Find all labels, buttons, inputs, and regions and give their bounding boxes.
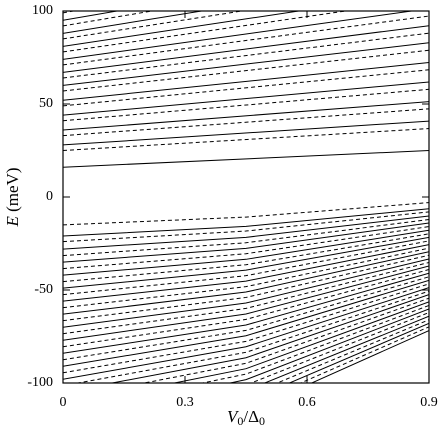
energy-level-line [63,69,429,107]
energy-level-line [63,247,429,309]
energy-level-line [63,32,429,79]
energy-level-line [63,11,303,47]
y-tick-label: 50 [39,96,53,111]
energy-level-line [63,120,429,146]
energy-level-line [63,229,429,276]
energy-level-line [63,11,350,53]
x-axis-label: V0/Δ0 [227,407,265,428]
energy-level-line [63,208,429,237]
energy-level-line [63,11,156,27]
y-axis-label: E (meV) [3,167,22,227]
energy-level-line [200,304,429,383]
energy-level-line [63,215,429,250]
energy-level-line [63,287,429,380]
energy-level-line [63,101,429,131]
plot-lines [63,11,429,383]
y-label-part: E [3,216,22,228]
energy-level-line [63,211,429,243]
y-tick-label: 100 [32,3,53,18]
energy-level-line [63,62,429,101]
y-tick-label: 0 [46,189,53,204]
energy-level-line [63,261,429,335]
x-label-part: 0 [237,414,243,428]
energy-level-line [63,202,429,226]
x-label-part: 0 [259,414,265,428]
energy-level-line [63,265,429,341]
energy-level-line [63,251,429,315]
x-tick-label: 0.9 [420,395,438,410]
energy-level-line [63,283,429,374]
energy-level-line [141,297,429,383]
energy-level-line [63,236,429,289]
energy-level-line [63,219,429,257]
energy-level-line [288,322,429,383]
x-tick-label: 0.6 [298,395,316,410]
energy-level-line [63,254,429,322]
energy-level-line [63,81,429,116]
energy-level-line [63,269,429,348]
energy-level-line [249,312,429,383]
plot-frame [62,10,430,384]
energy-level-line [63,233,429,283]
energy-level-line [63,258,429,328]
energy-level-line [63,272,429,354]
energy-level-line [63,88,429,122]
energy-level-line [63,15,429,66]
energy-level-line [63,49,429,92]
energy-level-line [171,301,429,383]
x-tick-label: 0.3 [176,395,194,410]
energy-level-line [63,128,429,151]
energy-level-line [63,11,120,21]
energy-level-line [63,150,429,168]
energy-level-line [63,11,205,34]
energy-level-line [63,226,429,270]
x-label-part: /Δ [243,407,259,426]
energy-level-line [63,279,429,367]
energy-level-line [227,308,429,383]
energy-level-line [63,11,416,60]
y-tick-label: -100 [27,375,53,390]
energy-level-line [63,42,429,86]
energy-level-line [63,222,429,263]
energy-level-line [63,108,429,137]
energy-level-line [263,315,429,383]
x-tick-label: 0 [60,395,67,410]
energy-level-line [63,25,429,73]
energy-level-line [63,240,429,296]
energy-level-line [63,276,429,361]
y-label-part: (meV) [3,167,22,216]
energy-level-line [109,294,429,383]
y-tick-label: -50 [34,282,53,297]
energy-level-line [310,330,429,383]
energy-level-line [63,244,429,302]
x-label-part: V [227,407,240,426]
